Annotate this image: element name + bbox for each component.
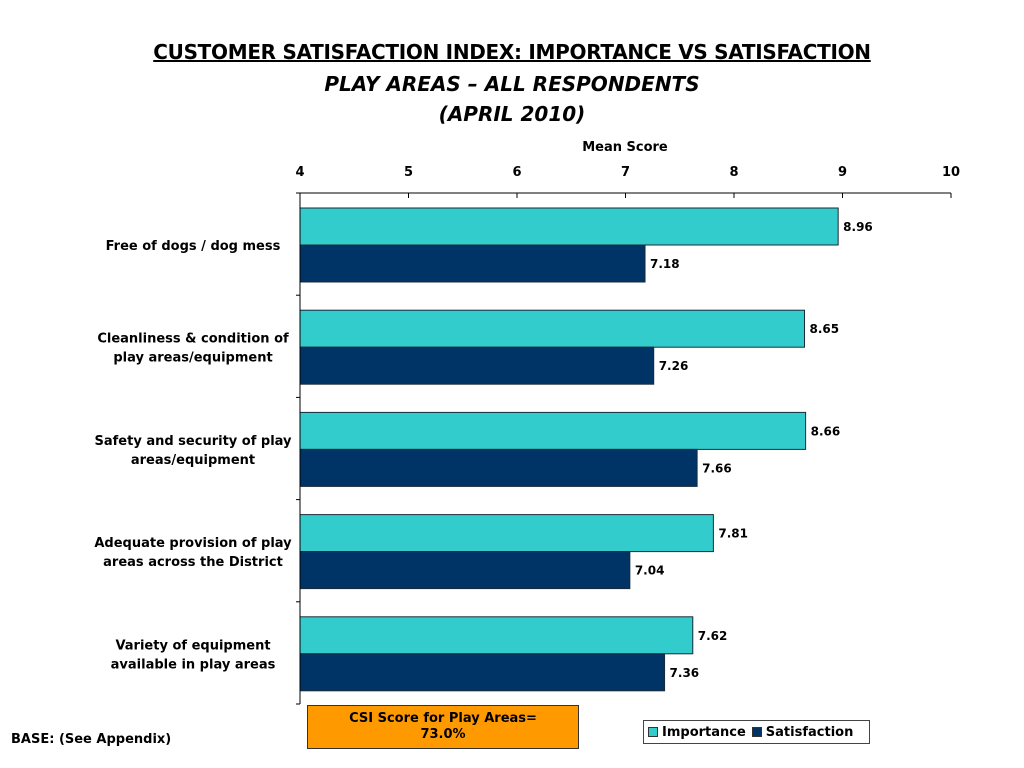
category-label: Safety and security of play — [95, 434, 293, 449]
bars: 8.96 7.18 8.65 7.26 8.66 7.66 7.81 7.04 7.62 7.36 — [299, 207, 873, 692]
category-label: play areas/equipment — [113, 351, 272, 366]
csi-score-value: 73.0% — [420, 727, 466, 742]
category-label: Cleanliness & condition of — [97, 332, 289, 347]
value-label-satisfaction: 7.26 — [659, 359, 689, 373]
category-label: areas across the District — [103, 555, 283, 570]
bar-satisfaction — [299, 448, 698, 487]
bar-satisfaction — [299, 551, 631, 590]
x-axis-title: Mean Score — [582, 140, 668, 155]
category-label: areas/equipment — [131, 453, 255, 468]
bar-satisfaction — [299, 244, 646, 283]
legend-swatch-satisfaction — [751, 727, 762, 737]
legend-swatch-importance — [648, 727, 658, 737]
x-tick-label: 5 — [404, 165, 413, 180]
value-label-importance: 8.96 — [843, 220, 873, 234]
category-label: available in play areas — [111, 657, 276, 672]
legend-item-importance: Importance — [648, 725, 746, 740]
bar-satisfaction — [299, 653, 666, 692]
x-axis-ticks: 4 5 6 7 8 9 10 — [295, 165, 960, 198]
bar-importance — [299, 207, 839, 246]
x-tick-label: 6 — [512, 165, 521, 180]
bar-importance — [299, 309, 806, 348]
category-labels: Free of dogs / dog mess Cleanliness & con… — [94, 192, 300, 705]
csi-score-box: CSI Score for Play Areas= 73.0% — [307, 705, 579, 749]
legend-item-satisfaction: Satisfaction — [751, 724, 854, 740]
x-tick-label: 8 — [729, 165, 738, 180]
value-label-satisfaction: 7.36 — [670, 666, 700, 680]
value-label-importance: 8.66 — [811, 424, 841, 438]
legend: Importance Satisfaction — [643, 720, 870, 744]
category-label: Variety of equipment — [115, 638, 270, 653]
value-label-satisfaction: 7.66 — [702, 461, 732, 475]
bar-importance — [299, 514, 714, 553]
value-label-importance: 7.62 — [698, 629, 728, 643]
csi-score-label: CSI Score for Play Areas= — [349, 711, 537, 726]
value-label-importance: 8.65 — [810, 322, 840, 336]
category-label: Adequate provision of play — [94, 536, 292, 551]
chart-title: CUSTOMER SATISFACTION INDEX: IMPORTANCE … — [153, 40, 871, 64]
bar-importance — [299, 411, 807, 450]
x-tick-label: 7 — [621, 165, 630, 180]
x-tick-label: 10 — [942, 165, 960, 180]
base-note: BASE: (See Appendix) — [11, 732, 172, 747]
bar-importance — [299, 616, 694, 655]
legend-label-importance: Importance — [662, 724, 746, 740]
value-label-importance: 7.81 — [718, 527, 748, 541]
x-tick-label: 9 — [838, 165, 847, 180]
value-label-satisfaction: 7.18 — [650, 257, 680, 271]
bar-satisfaction — [299, 346, 655, 385]
legend-label-satisfaction: Satisfaction — [765, 724, 854, 740]
chart-subtitle: PLAY AREAS – ALL RESPONDENTS — [324, 72, 700, 96]
category-label: Free of dogs / dog mess — [106, 239, 281, 254]
value-label-satisfaction: 7.04 — [635, 564, 665, 578]
chart-date: (APRIL 2010) — [438, 102, 586, 126]
x-tick-label: 4 — [295, 165, 304, 180]
